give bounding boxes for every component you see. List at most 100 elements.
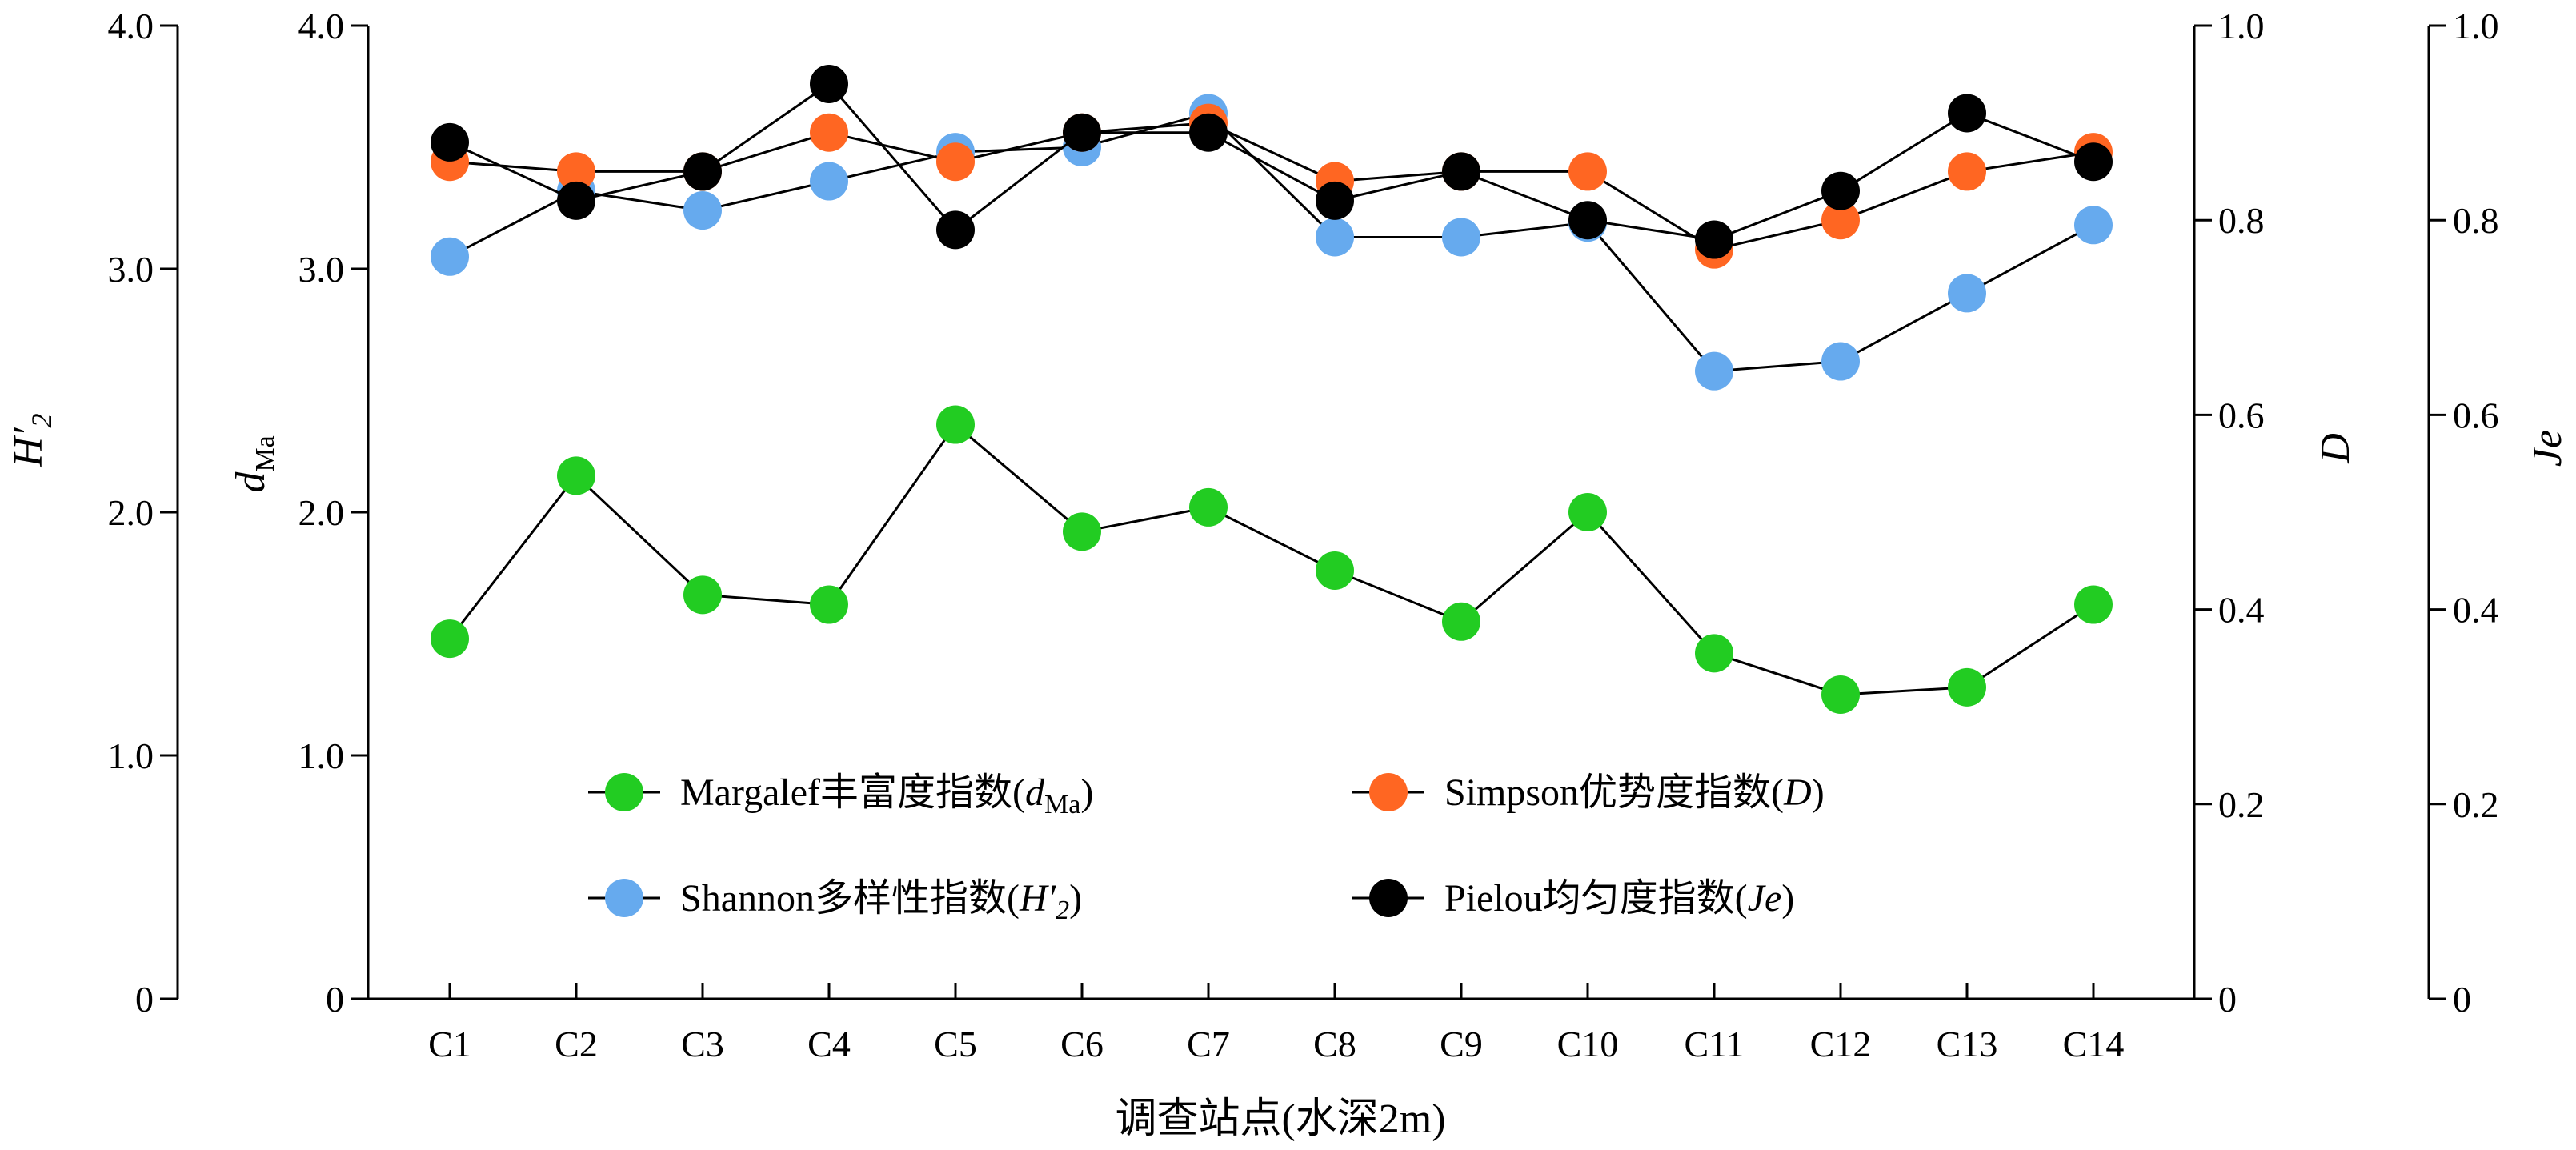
legend-marker (605, 879, 643, 917)
axis-d-tick-label: 0.8 (2218, 200, 2265, 241)
axis-dma-title: dMa (228, 435, 280, 492)
series-shannon (431, 94, 2113, 391)
axis-je-tick-label: 0 (2453, 979, 2471, 1020)
axis-d-tick-label: 0.6 (2218, 395, 2265, 435)
data-point-margalef (1442, 602, 1480, 641)
axis-je-tick-label: 0.8 (2453, 200, 2499, 241)
axis-h2: H′2 0 1.0 2.0 3.0 4.0 (6, 6, 179, 1020)
legend-item-margalef: Margalef丰富度指数(dMa) (588, 771, 1093, 819)
data-point-margalef (2074, 585, 2113, 624)
data-point-simpson (936, 142, 975, 182)
data-point-margalef (1063, 512, 1101, 551)
axis-x-tick-label: C7 (1187, 1024, 1230, 1064)
data-point-margalef (431, 619, 469, 659)
axis-x: 调查站点(水深2m) C1 C2 C3 C4 C5 C6 C7 C8 C9 C10 C11 C12 C1… (368, 983, 2194, 1142)
data-point-margalef (1568, 493, 1607, 531)
data-point-shannon (1442, 218, 1480, 257)
axis-x-tick-label: C11 (1685, 1024, 1745, 1064)
data-point-margalef (1316, 551, 1354, 590)
axis-x-tick-label: C5 (934, 1024, 977, 1064)
series-line-shannon (449, 111, 2094, 373)
axis-h2-tick-label: 2.0 (108, 492, 154, 533)
data-point-pielou (1442, 152, 1480, 191)
axis-x-tick-label: C9 (1440, 1024, 1483, 1064)
data-point-margalef (557, 456, 595, 495)
axis-d-title: D (2313, 433, 2358, 464)
data-point-pielou (1821, 171, 1860, 210)
series-line-pielou (449, 82, 2094, 242)
data-point-shannon (810, 162, 848, 201)
series-line-margalef (448, 423, 2094, 696)
axis-dma-tick-label: 1.0 (298, 735, 345, 776)
data-point-pielou (557, 181, 595, 220)
axis-x-title: 调查站点(水深2m) (1115, 1096, 1445, 1142)
data-point-pielou (1568, 201, 1607, 240)
data-point-margalef (936, 405, 975, 444)
axis-dma: dMa 0 1.0 2.0 3.0 4.0 (228, 6, 370, 1020)
axis-x-tick-label: C1 (428, 1024, 471, 1064)
axis-x-tick-label: C6 (1060, 1024, 1104, 1064)
legend-marker (605, 773, 643, 811)
axis-x-tick-label: C8 (1313, 1024, 1356, 1064)
data-point-pielou (1948, 94, 1986, 133)
axis-h2-tick-label: 3.0 (108, 249, 154, 290)
axis-je-tick-label: 0.4 (2453, 590, 2499, 631)
axis-je: Je 0 0.2 0.4 0.6 0.8 1.0 (2427, 6, 2570, 1020)
data-point-pielou (936, 210, 975, 250)
series-pielou (431, 64, 2113, 259)
data-point-simpson (557, 152, 595, 191)
legend-marker (1369, 773, 1408, 811)
data-point-shannon (2074, 206, 2113, 245)
axis-d-tick-label: 0.2 (2218, 784, 2265, 825)
series-margalef (431, 405, 2113, 714)
axis-x-tick-label: C13 (1937, 1024, 1998, 1064)
axis-x-tick-label: C4 (807, 1024, 851, 1064)
axis-je-tick-label: 0.6 (2453, 395, 2499, 435)
axis-h2-tick-label: 1.0 (108, 735, 154, 776)
axis-d-tick-label: 0 (2218, 979, 2237, 1020)
data-point-pielou (683, 152, 722, 191)
data-point-margalef (1189, 487, 1228, 527)
legend-marker (1369, 879, 1408, 917)
data-point-margalef (1948, 667, 1986, 707)
data-point-shannon (683, 191, 722, 230)
series-simpson (431, 103, 2113, 269)
axis-x-tick-label: C12 (1810, 1024, 1872, 1064)
data-point-simpson (1821, 201, 1860, 240)
data-point-shannon (1316, 218, 1354, 257)
legend-item-pielou: Pielou均匀度指数(Je) (1352, 877, 1794, 920)
data-point-pielou (431, 122, 469, 162)
axis-x-tick-label: C10 (1557, 1024, 1619, 1064)
axis-h2-title: H′2 (6, 414, 58, 468)
data-point-simpson (810, 113, 848, 152)
axis-dma-tick-label: 0 (326, 979, 344, 1020)
axis-h2-tick-label: 0 (135, 979, 154, 1020)
data-point-pielou (1695, 220, 1733, 259)
data-point-pielou (1063, 113, 1101, 152)
axis-x-tick-label: C14 (2063, 1024, 2125, 1064)
axis-je-tick-label: 1.0 (2453, 6, 2499, 46)
axis-dma-tick-label: 3.0 (298, 249, 345, 290)
series-layer (431, 64, 2113, 714)
axis-je-title: Je (2525, 430, 2570, 467)
axis-dma-tick-label: 4.0 (298, 6, 345, 46)
legend-item-shannon: Shannon多样性指数(H′2) (588, 877, 1082, 925)
axis-dma-tick-label: 2.0 (298, 492, 345, 533)
axis-x-tick-label: C3 (681, 1024, 724, 1064)
axis-je-tick-label: 0.2 (2453, 784, 2499, 825)
data-point-shannon (1948, 274, 1986, 313)
legend-label: Simpson优势度指数(D) (1444, 771, 1825, 814)
axis-d-tick-label: 1.0 (2218, 6, 2265, 46)
series-line-simpson (449, 122, 2094, 251)
data-point-pielou (1316, 181, 1354, 220)
data-point-pielou (1189, 113, 1228, 152)
data-point-shannon (1821, 342, 1860, 381)
data-point-pielou (2074, 142, 2113, 182)
axis-h2-tick-label: 4.0 (108, 6, 154, 46)
axis-d: D 0 0.2 0.4 0.6 0.8 1.0 (2193, 6, 2358, 1020)
legend-label: Shannon多样性指数(H′2) (680, 877, 1082, 925)
data-point-simpson (1568, 152, 1607, 191)
legend: Margalef丰富度指数(dMa) Simpson优势度指数(D) Shannon… (588, 771, 1825, 925)
axis-d-tick-label: 0.4 (2218, 590, 2265, 631)
data-point-shannon (1695, 351, 1733, 391)
